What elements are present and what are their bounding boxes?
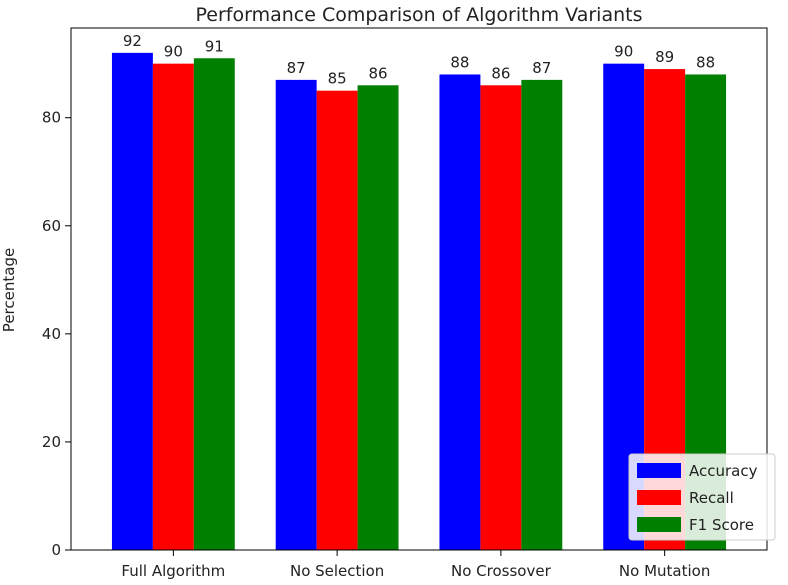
data-label-accuracy-2: 88 — [450, 53, 469, 71]
data-label-recall-1: 85 — [328, 70, 347, 88]
bar-recall-0 — [152, 63, 194, 550]
y-tick-label: 60 — [42, 217, 61, 235]
bar-accuracy-2 — [439, 74, 481, 550]
data-label-f1-score-1: 86 — [369, 64, 388, 82]
y-axis-label: Percentage — [0, 248, 18, 332]
data-label-f1-score-0: 91 — [205, 37, 224, 55]
plot-frame — [70, 27, 768, 551]
y-tick-label: 20 — [42, 433, 61, 451]
data-label-accuracy-0: 92 — [123, 32, 142, 50]
data-label-recall-0: 90 — [164, 43, 183, 61]
data-label-accuracy-1: 87 — [287, 59, 306, 77]
x-tick-label-0: Full Algorithm — [121, 562, 225, 580]
x-tick-label-3: No Mutation — [619, 562, 710, 580]
y-tick-label: 0 — [51, 541, 61, 559]
bar-recall-1 — [316, 90, 358, 551]
axes-layer: 0 20 40 60 80 Full Algorithm No Selection No Cr… — [42, 27, 768, 580]
legend-label-f1-score: F1 Score — [689, 516, 754, 534]
legend-label-accuracy: Accuracy — [689, 462, 758, 480]
data-labels-layer: 92 87 88 90 90 85 86 89 91 86 87 88 — [123, 32, 715, 88]
bar-f1-score-1 — [357, 85, 399, 550]
legend-label-recall: Recall — [689, 489, 734, 507]
legend-swatch-recall — [637, 490, 681, 505]
data-label-accuracy-3: 90 — [614, 43, 633, 61]
bar-f1-score-0 — [193, 58, 235, 550]
data-label-f1-score-3: 88 — [696, 53, 715, 71]
bar-accuracy-1 — [275, 79, 317, 550]
x-tick-label-2: No Crossover — [451, 562, 552, 580]
data-label-f1-score-2: 87 — [532, 59, 551, 77]
data-label-recall-2: 86 — [491, 64, 510, 82]
legend-swatch-accuracy — [637, 463, 681, 478]
x-tick-label-1: No Selection — [290, 562, 384, 580]
legend: Accuracy Recall F1 Score — [628, 453, 776, 541]
bar-accuracy-0 — [111, 52, 153, 551]
bar-recall-2 — [480, 85, 522, 550]
bar-f1-score-2 — [521, 79, 563, 550]
y-tick-label: 40 — [42, 325, 61, 343]
legend-swatch-f1-score — [637, 517, 681, 532]
chart-title: Performance Comparison of Algorithm Vari… — [196, 4, 643, 26]
data-label-recall-3: 89 — [655, 48, 674, 66]
y-tick-label: 80 — [42, 109, 61, 127]
